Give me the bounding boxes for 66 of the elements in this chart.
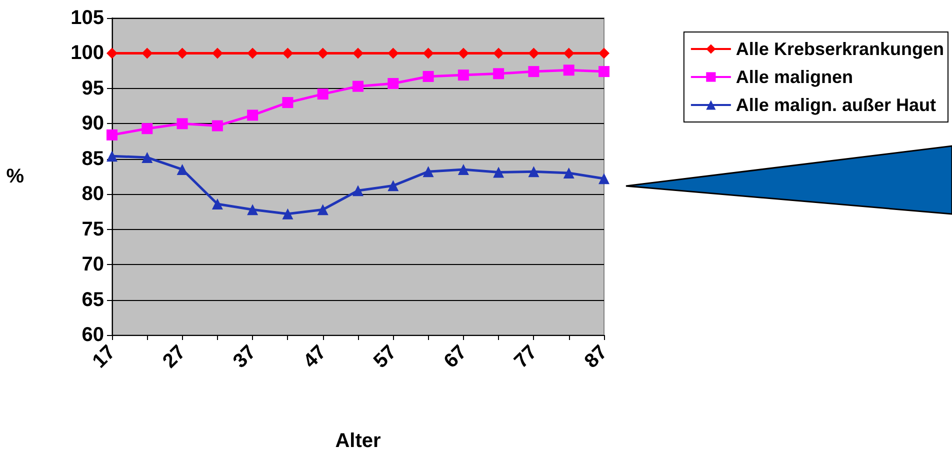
point — [247, 48, 258, 59]
point — [598, 66, 610, 78]
legend-label: Alle malignen — [736, 67, 853, 87]
x-tick-label: 47 — [299, 341, 331, 372]
point — [388, 180, 399, 192]
point — [352, 185, 364, 196]
point — [247, 110, 258, 121]
point — [317, 48, 328, 59]
point — [598, 173, 610, 184]
point — [458, 164, 469, 175]
x-tick-label: 67 — [440, 341, 472, 372]
point — [176, 164, 188, 175]
point — [212, 198, 223, 210]
point — [528, 66, 540, 78]
y-tick-label: 95 — [82, 77, 104, 100]
point — [493, 48, 504, 59]
point — [598, 48, 610, 59]
y-axis-title: % — [6, 166, 24, 188]
point — [458, 48, 469, 59]
point — [563, 64, 574, 76]
legend-label: Alle Krebserkrankungen — [736, 39, 944, 59]
point — [388, 78, 399, 90]
point — [106, 150, 118, 162]
y-tick-label: 105 — [70, 7, 104, 29]
point — [493, 68, 504, 80]
point — [317, 88, 328, 100]
point — [212, 120, 223, 132]
point — [352, 80, 364, 92]
y-tick-label: 70 — [82, 254, 104, 276]
y-tick-label: 100 — [70, 42, 104, 64]
x-tick-label: 77 — [510, 341, 542, 372]
legend-label: Alle malign. außer Haut — [736, 95, 936, 115]
x-tick-label: 27 — [158, 341, 190, 372]
point — [563, 48, 574, 59]
point — [422, 70, 434, 82]
x-tick-label: 37 — [229, 341, 260, 372]
point — [422, 166, 434, 178]
point — [458, 70, 469, 81]
x-axis-title: Alter — [335, 430, 381, 452]
point — [176, 48, 188, 59]
x-tick-label: 87 — [580, 341, 612, 372]
point — [176, 118, 188, 130]
point — [528, 166, 540, 178]
point — [142, 152, 153, 163]
point — [282, 48, 294, 59]
point — [247, 204, 258, 216]
point — [422, 48, 434, 59]
point — [106, 48, 118, 59]
y-tick-label: 80 — [82, 183, 104, 206]
point — [282, 208, 294, 220]
point — [142, 48, 153, 59]
y-tick-label: 85 — [82, 148, 104, 170]
point — [282, 97, 294, 108]
point — [317, 204, 328, 216]
point — [388, 48, 399, 59]
point — [212, 48, 223, 59]
x-tick-label: 57 — [370, 341, 401, 372]
y-tick-label: 90 — [82, 112, 104, 135]
point — [352, 48, 364, 59]
y-tick-label: 75 — [82, 218, 104, 240]
y-tick-label: 65 — [82, 288, 104, 311]
point — [142, 123, 153, 134]
point — [563, 167, 574, 178]
point — [106, 129, 118, 140]
point — [493, 166, 504, 178]
point — [528, 48, 540, 59]
